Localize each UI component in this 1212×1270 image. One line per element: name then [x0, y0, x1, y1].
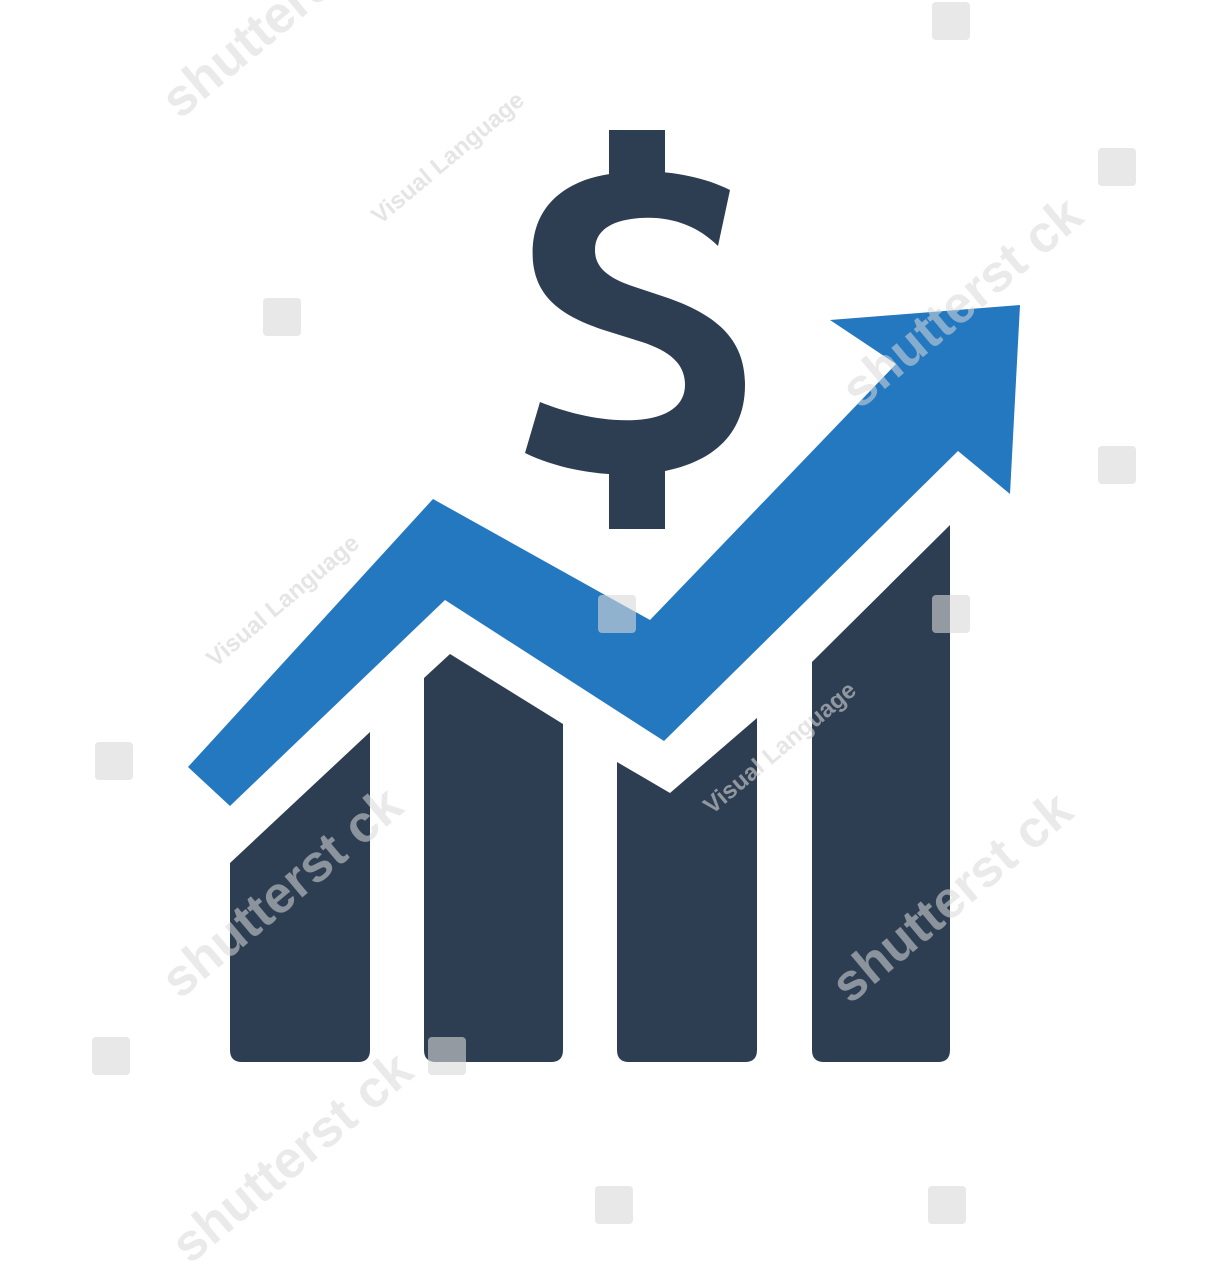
bar-4 [812, 525, 950, 1062]
bar-chart [230, 525, 950, 1062]
bar-2 [424, 654, 563, 1062]
watermark-stamps [92, 2, 1136, 1224]
bar-3 [617, 718, 757, 1062]
watermark-tagline-1: Visual Language [367, 87, 530, 230]
revenue-growth-icon [188, 130, 1020, 1062]
dollar-sign-icon [525, 130, 745, 529]
trend-arrow-icon [188, 305, 1020, 806]
watermark-brand-1: shutterst ck [150, 0, 413, 129]
bar-1 [230, 732, 370, 1062]
watermark-brand-5: shutterst ck [160, 1040, 423, 1270]
